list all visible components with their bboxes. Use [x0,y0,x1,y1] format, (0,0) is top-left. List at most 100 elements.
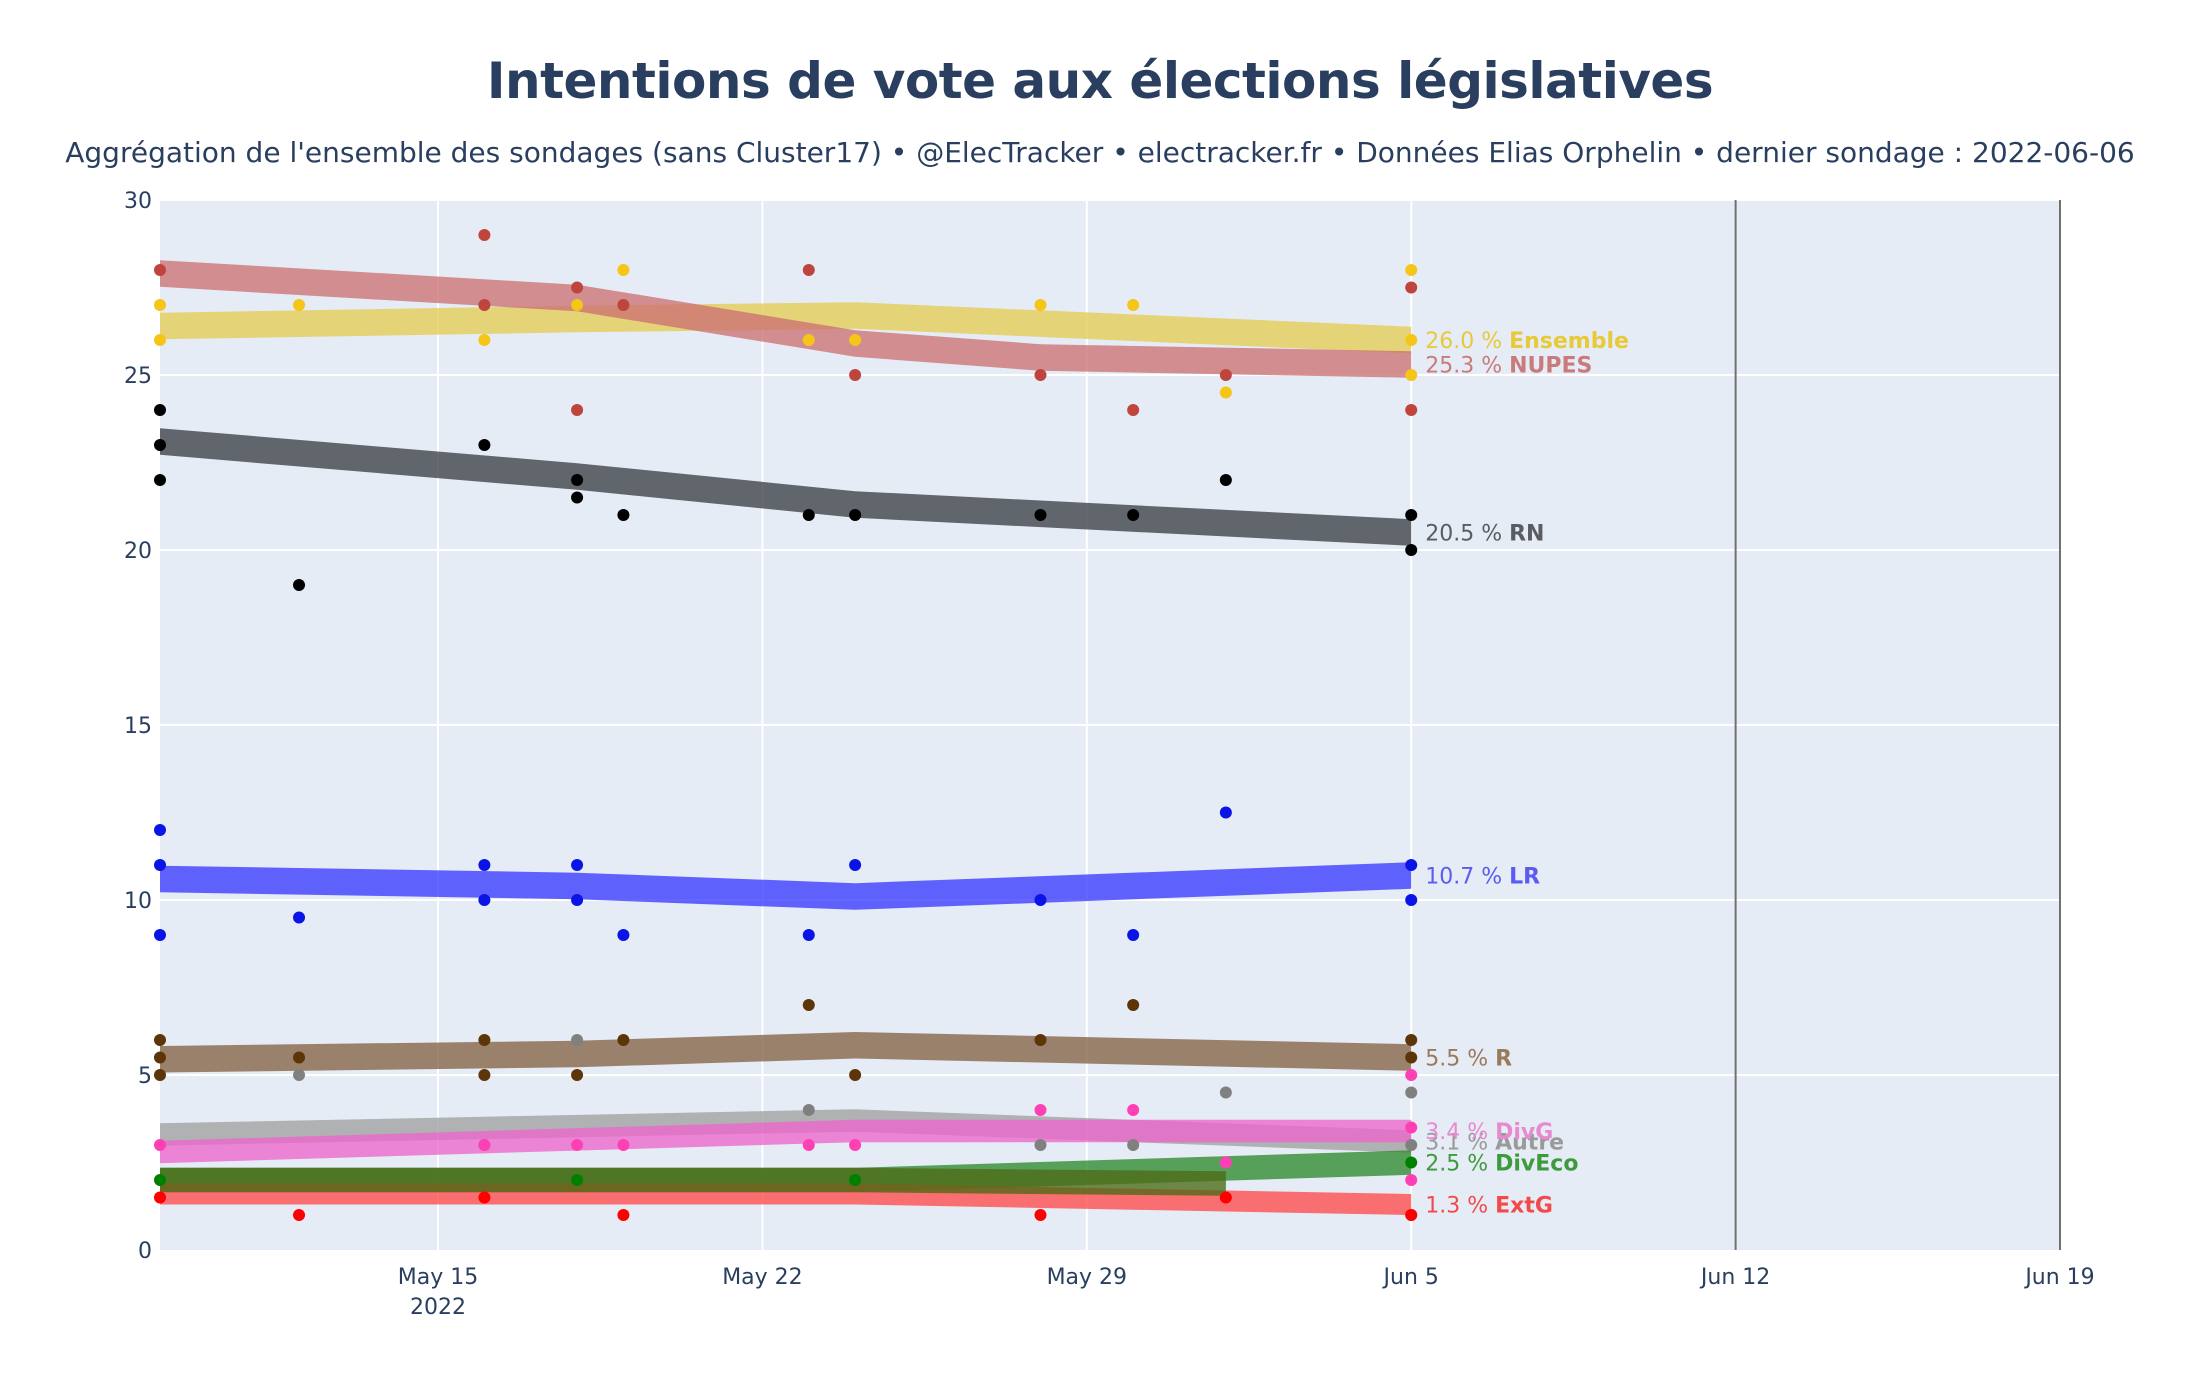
poll-point-extg [1405,1209,1418,1221]
poll-point-extg [617,1209,630,1221]
end-label-extg: 1.3 % ExtG [1425,1194,1553,1219]
x-tick-label: Jun 5 [1382,1265,1439,1290]
trend-band-nupes [160,260,1412,378]
y-tick-label: 15 [124,714,152,739]
poll-point-nupes [478,299,491,311]
poll-point-ensemble [571,299,584,311]
marker-layer [1734,200,2061,1250]
poll-point-rn [1219,474,1232,486]
poll-point-rn [802,509,815,521]
poll-point-divg [154,1139,166,1151]
poll-point-nupes [849,369,862,381]
end-label-value: 1.3 % [1425,1194,1495,1219]
poll-point-r [154,1051,166,1064]
poll-point-nupes [1034,369,1047,381]
poll-point-ensemble [1405,334,1418,346]
y-tick-label: 25 [124,364,152,389]
band-layer [160,260,1412,1215]
poll-point-lr [478,859,491,871]
end-label-value: 5.5 % [1425,1047,1495,1072]
poll-point-divg [849,1139,862,1151]
poll-point-extg [154,1191,166,1204]
poll-point-lr [1405,894,1418,906]
poll-point-r [1405,1034,1418,1046]
poll-point-divg [1405,1174,1418,1186]
poll-point-nupes [802,264,815,276]
end-label-series-name: LR [1509,865,1540,890]
end-label-rn: 20.5 % RN [1425,522,1544,547]
end-label-autre: 3.1 % Autre [1425,1131,1564,1156]
poll-point-rn [571,474,584,486]
x-tick-label: May 22 [722,1265,802,1290]
poll-point-autre [293,1069,306,1081]
trend-band-r [160,1032,1412,1073]
end-label-series-name: Ensemble [1509,329,1629,354]
poll-point-autre [1127,1139,1140,1151]
poll-point-r [571,1069,584,1081]
end-label-series-name: Autre [1495,1131,1564,1156]
poll-point-ensemble [1405,369,1418,381]
poll-point-autre [1219,1086,1232,1099]
end-label-nupes: 25.3 % NUPES [1425,354,1592,379]
poll-point-r [478,1034,491,1046]
poll-point-lr [802,929,815,941]
poll-point-autre [1405,1086,1418,1099]
poll-point-rn [1405,544,1418,556]
poll-point-ensemble [1219,386,1232,399]
poll-point-extg [293,1209,306,1221]
poll-point-divg [571,1139,584,1151]
grid-layer [160,199,2061,1250]
end-label-ensemble: 26.0 % Ensemble [1425,329,1629,354]
point-layer [154,229,1418,1221]
end-label-divg: 3.4 % DivG [1425,1120,1553,1145]
poll-point-diveco [849,1174,862,1186]
trend-band-divg [160,1119,1412,1164]
poll-point-r [478,1069,491,1081]
trend-band-lr [160,862,1412,910]
poll-point-rn [617,509,630,521]
poll-point-r [849,1069,862,1081]
trend-band-rn [160,428,1412,546]
poll-point-divg [478,1139,491,1151]
poll-point-divg [617,1139,630,1151]
poll-point-lr [478,894,491,906]
poll-point-rn [154,474,166,486]
axis-layer: 0 5 10 15 20 25 30 May 15 2022 May 22 May 29 Jun 5 J… [124,189,2095,1320]
end-label-series-name: RN [1509,522,1544,547]
end-label-value: 3.4 % [1425,1120,1495,1145]
poll-point-ensemble [478,334,491,346]
poll-point-ensemble [1127,299,1140,311]
poll-point-divg [1219,1156,1232,1169]
poll-point-autre [802,1104,815,1116]
poll-point-diveco [571,1174,584,1186]
poll-point-lr [1405,859,1418,871]
poll-point-nupes [1405,404,1418,416]
poll-point-extg [478,1191,491,1204]
end-label-r: 5.5 % R [1425,1047,1512,1072]
poll-point-nupes [154,264,166,276]
y-tick-label: 20 [124,539,152,564]
poll-point-r [1405,1051,1418,1064]
poll-point-r [617,1034,630,1046]
end-label-series-name: R [1495,1047,1512,1072]
y-tick-label: 0 [138,1239,152,1264]
poll-point-lr [1127,929,1140,941]
poll-point-rn [1034,509,1047,521]
poll-point-r [802,999,815,1011]
x-tick-label: May 15 [398,1265,478,1290]
poll-point-divg [1405,1069,1418,1081]
poll-point-autre [571,1034,584,1046]
poll-point-diveco [154,1174,166,1186]
end-label-diveco: 2.5 % DivEco [1425,1152,1578,1177]
poll-point-nupes [1405,281,1418,294]
poll-point-lr [293,911,306,924]
poll-point-ensemble [1405,264,1418,276]
poll-point-rn [1405,509,1418,521]
poll-point-autre [1405,1139,1418,1151]
poll-point-divg [802,1139,815,1151]
poll-point-lr [154,929,166,941]
poll-point-nupes [571,281,584,294]
poll-point-rn [1127,509,1140,521]
